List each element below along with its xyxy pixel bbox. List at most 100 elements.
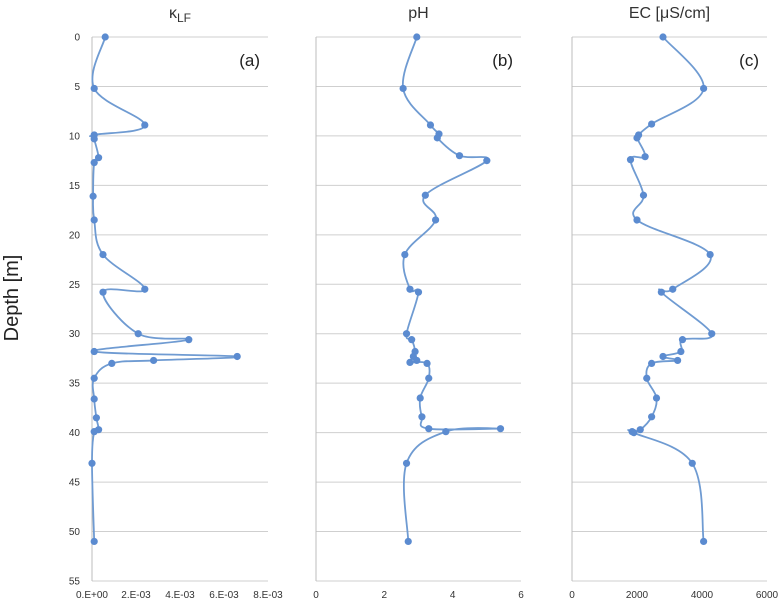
data-point [90,537,98,546]
data-point [406,358,414,367]
y-tick-label: 30 [69,329,81,340]
series-line [89,36,240,543]
data-point [425,374,433,382]
data-point [708,330,716,338]
data-point [90,347,98,356]
data-point [455,152,464,160]
data-point [423,359,431,367]
data-point [406,285,414,293]
data-point [633,134,641,142]
y-tick-label: 15 [69,181,81,192]
data-point [674,356,682,365]
data-point [401,251,409,259]
x-tick-label: 2 [382,590,388,601]
data-point [442,428,450,436]
x-tick-label: 6000 [756,590,779,601]
y-tick-label: 45 [69,478,81,489]
data-point [99,288,107,296]
panel-title-main: pH [408,5,428,22]
y-tick-label: 55 [69,577,81,588]
data-point [141,285,149,293]
data-point [431,216,440,224]
x-tick-label: 6 [518,590,524,601]
data-point [706,251,714,259]
data-point [416,394,424,402]
data-point [90,374,98,382]
data-point [657,288,665,296]
data-point [233,352,241,361]
data-point [626,156,635,164]
data-point [402,459,411,467]
panel-letter-label: (c) [739,51,759,70]
y-tick-label: 50 [69,527,81,538]
data-point [659,33,667,41]
data-point [90,135,98,143]
data-point [433,134,441,142]
data-point [425,425,433,433]
y-tick-label: 5 [74,82,80,93]
data-point [414,288,423,296]
data-point [669,285,677,293]
data-point [418,413,426,421]
y-axis-label: Depth [m] [1,255,23,342]
data-point [150,356,158,365]
data-point [90,395,98,403]
data-point [648,413,656,421]
x-tick-label: 8.E-03 [253,590,283,601]
data-point [677,347,685,356]
data-point [101,33,109,41]
data-point [89,192,97,200]
panel-letter-label: (a) [239,51,260,70]
y-tick-label: 0 [74,33,80,44]
data-point [399,84,407,93]
data-point [413,33,421,41]
x-tick-label: 6.E-03 [209,590,239,601]
panel-1: 0 5 10 15 20 25 30 35 40 45 50 55 0.E+00 2.E-03 4.E-03… [69,5,283,601]
data-point [90,84,98,93]
x-tick-label: 0 [569,590,575,601]
x-tick-label: 0.E+00 [76,590,108,601]
data-point [700,537,708,546]
panel-title-main: κ [169,5,178,22]
data-point [90,216,98,224]
panel-title: pH [408,5,428,22]
data-point [134,330,142,338]
y-tick-label: 10 [69,131,81,142]
y-tick-label: 40 [69,428,81,439]
data-point [421,191,429,199]
data-point [404,537,412,546]
x-tick-label: 4 [450,590,456,601]
data-point [90,159,98,167]
panel-3: 0 2000 4000 6000 EC [μS/cm] (c) [569,5,778,601]
x-tick-label: 2.E-03 [121,590,151,601]
data-point [636,426,644,434]
data-point [648,359,656,367]
data-point [141,121,149,129]
data-point [408,336,416,344]
data-point [95,154,103,162]
panel-title: EC [μS/cm] [629,5,710,22]
data-point [652,394,661,402]
data-point [483,157,491,165]
data-point [496,425,505,433]
data-point [88,459,96,467]
x-tick-label: 0 [313,590,319,601]
data-point [688,459,696,467]
y-tick-label: 20 [69,230,81,241]
panel-title-main: EC [μS/cm] [629,5,710,22]
x-tick-label: 4000 [691,590,714,601]
y-tick-label: 25 [69,280,81,291]
data-point [90,428,98,436]
x-tick-label: 4.E-03 [165,590,195,601]
data-point [185,336,193,344]
data-point [641,153,649,161]
data-point [630,429,638,437]
data-point [413,356,421,365]
data-point [648,120,656,128]
data-point [99,251,107,259]
panel-title-subscript: LF [177,11,191,25]
data-point [643,374,651,382]
data-point [633,216,641,224]
data-point [700,84,708,93]
